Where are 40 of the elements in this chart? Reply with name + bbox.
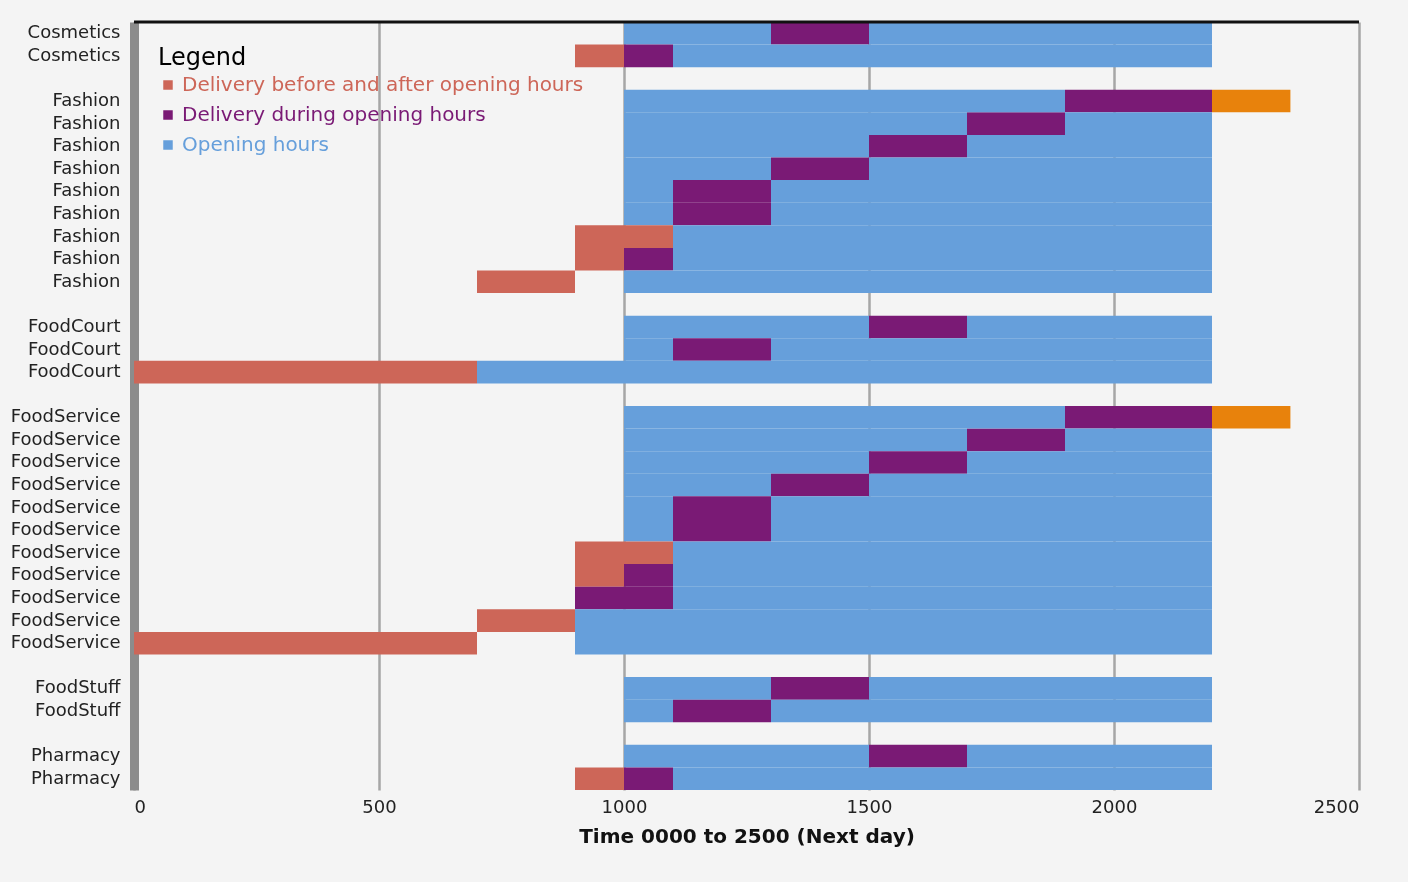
y-tick-label: FoodService bbox=[10, 608, 121, 630]
y-tick-label: FoodStuff bbox=[35, 676, 122, 698]
y-tick-label: Fashion bbox=[52, 134, 121, 156]
y-tick-label: Fashion bbox=[52, 224, 121, 246]
y-tick-label: Fashion bbox=[52, 111, 121, 133]
x-tick-label: 0 bbox=[134, 795, 146, 817]
x-tick-label: 500 bbox=[362, 795, 397, 817]
x-tick-label: 2500 bbox=[1313, 795, 1360, 817]
legend-label: Delivery before and after opening hours bbox=[182, 72, 584, 96]
legend-label: Delivery during opening hours bbox=[182, 102, 486, 126]
y-tick-label: FoodService bbox=[10, 450, 121, 472]
y-tick-label: Fashion bbox=[52, 269, 121, 291]
x-tick-label: 2000 bbox=[1091, 795, 1138, 817]
y-tick-label: FoodCourt bbox=[27, 337, 121, 359]
y-tick-label: FoodService bbox=[10, 563, 121, 585]
y-tick-label: FoodService bbox=[10, 631, 121, 653]
y-tick-label: Fashion bbox=[52, 202, 121, 223]
y-tick-label: Fashion bbox=[52, 179, 121, 201]
y-tick-label: Fashion bbox=[52, 89, 121, 111]
y-tick-label: Fashion bbox=[52, 156, 121, 178]
y-tick-label: FoodService bbox=[10, 540, 121, 562]
y-tick-label: Pharmacy bbox=[31, 766, 121, 788]
legend-title: Legend bbox=[158, 43, 247, 71]
y-tick-label: FoodStuff bbox=[35, 698, 122, 720]
y-tick-label: Cosmetics bbox=[27, 43, 121, 65]
y-tick-label: Cosmetics bbox=[27, 21, 121, 43]
y-tick-label: FoodCourt bbox=[27, 314, 121, 336]
y-tick-label: Fashion bbox=[52, 247, 121, 269]
y-tick-label: FoodService bbox=[10, 495, 121, 517]
y-tick-label: FoodCourt bbox=[27, 360, 121, 382]
y-tick-label: FoodService bbox=[10, 518, 121, 540]
x-axis-title: Time 0000 to 2500 (Next day) bbox=[579, 823, 915, 848]
x-tick-label: 1000 bbox=[601, 795, 648, 817]
y-tick-label: FoodService bbox=[10, 405, 121, 427]
y-tick-label: FoodService bbox=[10, 427, 121, 449]
x-tick-label: 1500 bbox=[846, 795, 893, 817]
y-tick-label: FoodService bbox=[10, 586, 121, 607]
legend-label: Opening hours bbox=[182, 132, 329, 156]
y-tick-label: Pharmacy bbox=[31, 744, 121, 766]
y-tick-label: FoodService bbox=[10, 473, 121, 495]
